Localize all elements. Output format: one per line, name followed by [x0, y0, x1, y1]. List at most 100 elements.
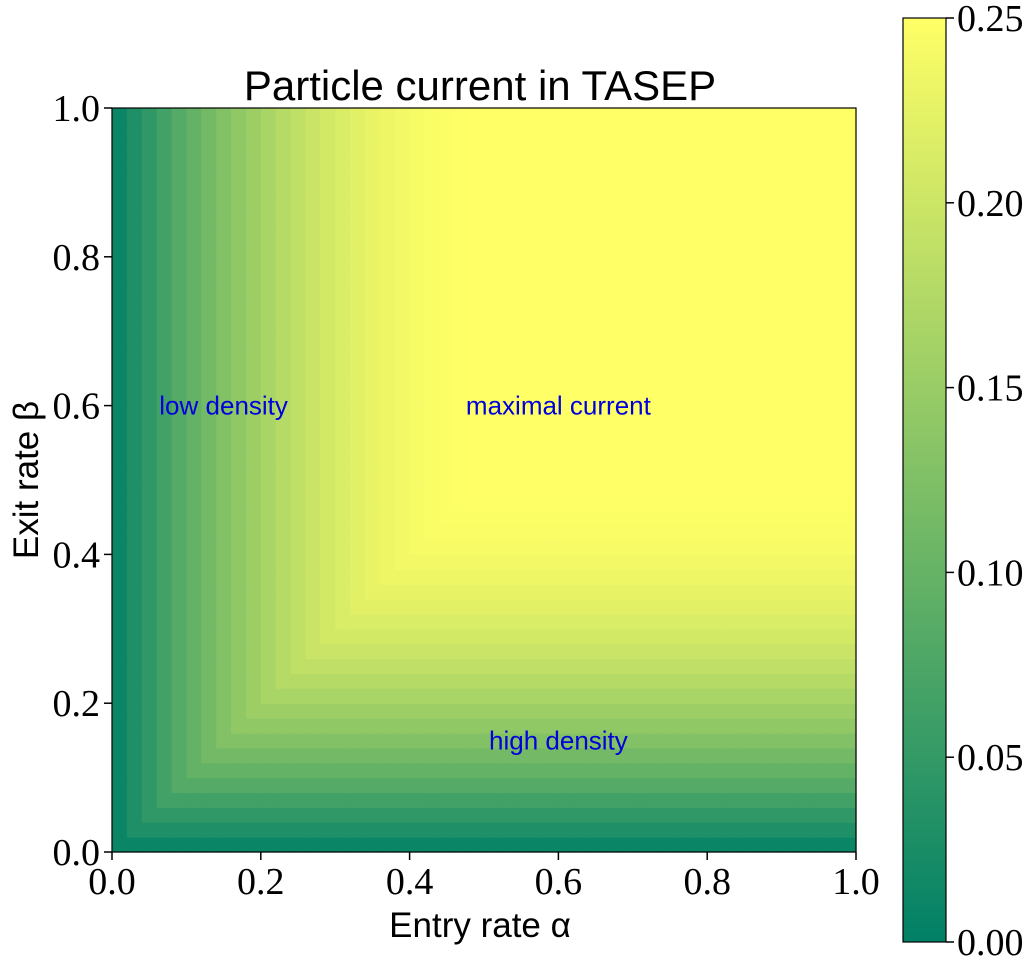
heatmap-cell	[379, 405, 396, 422]
heatmap-cell	[751, 509, 768, 526]
heatmap-cell	[454, 837, 470, 853]
heatmap-cell	[216, 658, 232, 675]
heatmap-cell	[454, 658, 470, 675]
heatmap-cell	[216, 554, 232, 570]
heatmap-cell	[364, 524, 381, 541]
heatmap-cell	[588, 732, 604, 749]
heatmap-cell	[320, 450, 336, 466]
heatmap-cell	[186, 256, 202, 273]
heatmap-cell	[603, 703, 619, 719]
heatmap-cell	[722, 286, 738, 303]
heatmap-cell	[186, 643, 202, 660]
heatmap-cell	[632, 718, 649, 734]
heatmap-cell	[186, 152, 202, 169]
heatmap-cell	[617, 316, 634, 332]
heatmap-cell	[736, 167, 753, 183]
heatmap-cell	[379, 509, 396, 526]
heatmap-cell	[439, 732, 455, 749]
heatmap-cell	[305, 524, 321, 541]
heatmap-cell	[781, 524, 798, 541]
heatmap-cell	[647, 331, 664, 347]
heatmap-cell	[498, 703, 515, 719]
heatmap-cell	[588, 569, 604, 585]
heatmap-cell	[350, 465, 366, 481]
heatmap-cell	[216, 777, 232, 794]
heatmap-cell	[275, 360, 292, 377]
heatmap-cell	[112, 837, 128, 853]
heatmap-cell	[677, 316, 693, 332]
heatmap-cell	[245, 152, 262, 169]
heatmap-cell	[260, 569, 277, 585]
heatmap-cell	[528, 316, 545, 332]
heatmap-cell	[394, 212, 411, 228]
heatmap-cell	[156, 494, 173, 511]
heatmap-cell	[245, 241, 262, 258]
heatmap-cell	[707, 643, 723, 660]
heatmap-cell	[424, 688, 440, 704]
colorbar-tick-label: 0.25	[957, 0, 1024, 40]
heatmap-cell	[647, 241, 664, 258]
heatmap-cell	[231, 331, 247, 347]
heatmap-cell	[275, 375, 292, 392]
heatmap-cell	[484, 167, 500, 183]
heatmap-cell	[736, 286, 753, 303]
heatmap-cell	[513, 227, 530, 243]
heatmap-cell	[677, 569, 693, 585]
heatmap-cell	[662, 703, 679, 719]
heatmap-cell	[469, 465, 485, 481]
heatmap-cell	[231, 718, 247, 734]
heatmap-cell	[409, 137, 426, 154]
heatmap-cell	[439, 256, 455, 273]
heatmap-cell	[245, 256, 262, 273]
heatmap-cell	[469, 152, 485, 169]
heatmap-cell	[126, 271, 143, 288]
heatmap-cell	[216, 584, 232, 600]
heatmap-cell	[692, 450, 708, 466]
heatmap-cell	[469, 762, 485, 779]
heatmap-cell	[588, 703, 604, 719]
heatmap-cell	[707, 569, 723, 585]
heatmap-cell	[424, 762, 440, 779]
heatmap-cell	[409, 256, 426, 273]
heatmap-cell	[469, 227, 485, 243]
heatmap-cell	[766, 777, 783, 794]
heatmap-cell	[558, 108, 574, 124]
heatmap-cell	[811, 599, 827, 615]
heatmap-cell	[394, 494, 411, 511]
heatmap-cell	[677, 807, 693, 823]
heatmap-cell	[841, 360, 857, 377]
heatmap-cell	[677, 241, 693, 258]
heatmap-cell	[394, 673, 411, 689]
heatmap-cell	[216, 450, 232, 466]
heatmap-cell	[707, 256, 723, 273]
heatmap-cell	[201, 241, 217, 258]
heatmap-cell	[290, 286, 307, 303]
heatmap-cell	[811, 256, 827, 273]
heatmap-cell	[617, 450, 634, 466]
heatmap-cell	[409, 301, 426, 317]
heatmap-cell	[707, 554, 723, 570]
heatmap-cell	[469, 346, 485, 362]
heatmap-cell	[781, 331, 798, 347]
heatmap-cell	[364, 435, 381, 451]
heatmap-cell	[796, 762, 812, 779]
heatmap-cell	[603, 286, 619, 303]
heatmap-cell	[558, 837, 574, 853]
heatmap-cell	[439, 807, 455, 823]
heatmap-cell	[201, 152, 217, 169]
colorbar-tick-label: 0.05	[957, 737, 1024, 779]
heatmap-cell	[796, 822, 812, 838]
heatmap-cell	[171, 108, 187, 124]
heatmap-cell	[156, 732, 173, 749]
heatmap-cell	[112, 718, 128, 734]
heatmap-cell	[528, 643, 545, 660]
heatmap-cell	[796, 182, 812, 198]
heatmap-cell	[260, 643, 277, 660]
heatmap-cell	[379, 450, 396, 466]
heatmap-cell	[632, 762, 649, 779]
heatmap-cell	[707, 182, 723, 198]
heatmap-cell	[498, 569, 515, 585]
heatmap-cell	[469, 837, 485, 853]
heatmap-cell	[201, 108, 217, 124]
heatmap-cell	[275, 227, 292, 243]
